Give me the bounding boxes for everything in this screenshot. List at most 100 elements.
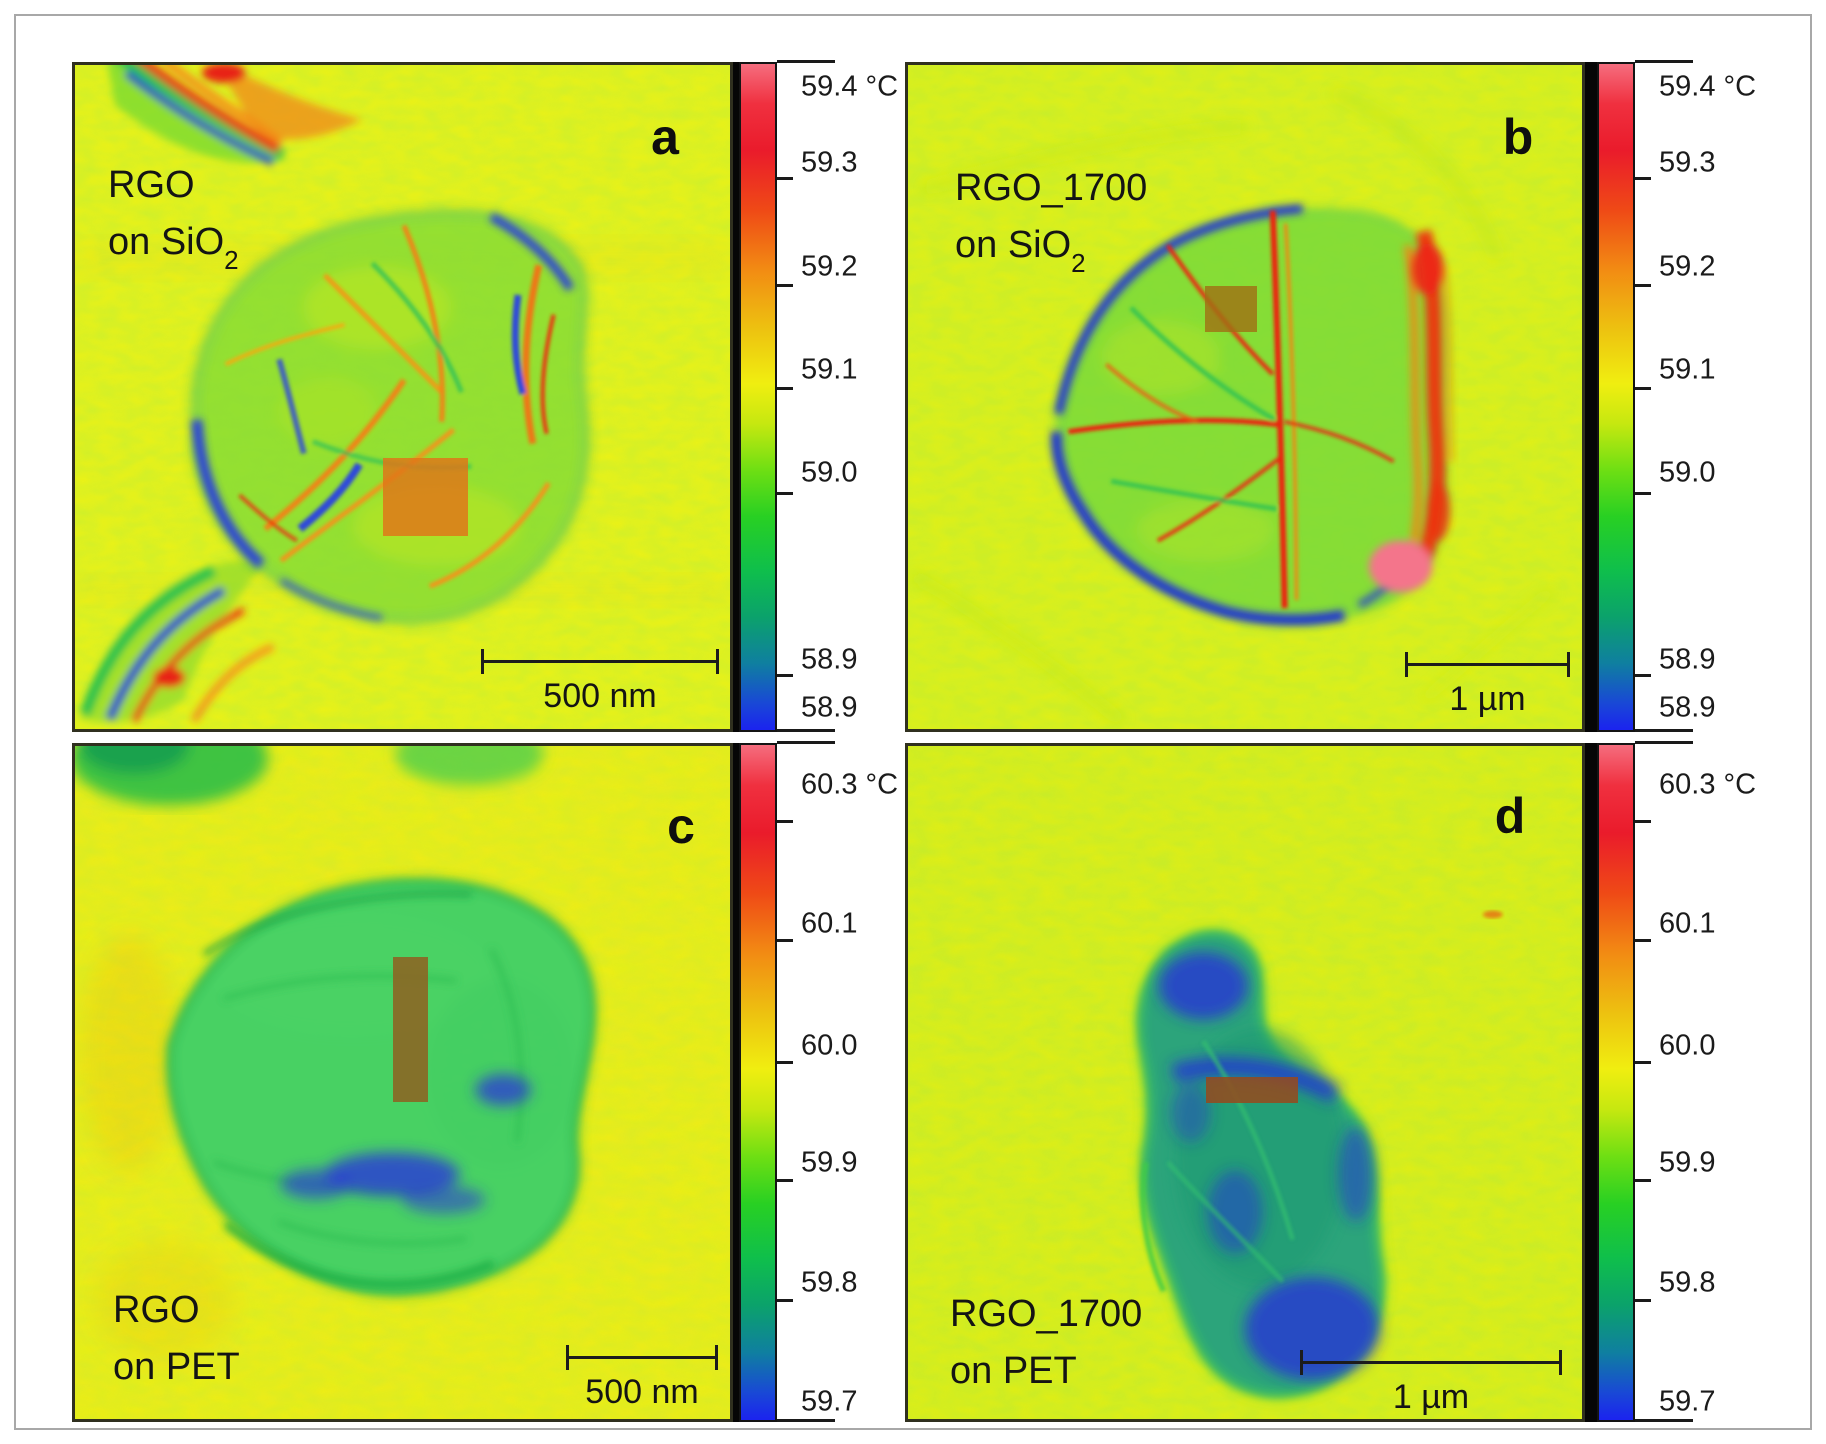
scale-bar-cap [1300, 1350, 1303, 1375]
colorbar-tick [1635, 1061, 1651, 1064]
colorbar-top-line [777, 741, 835, 744]
colorbar-top-line [1635, 741, 1693, 744]
colorbar-tick-label: 59.0 [1659, 456, 1716, 489]
colorbar-top-line [1635, 60, 1693, 63]
panel-c-colorbar [739, 743, 777, 1422]
colorbar-bottom-line [1635, 729, 1693, 732]
colorbar-tick-label: 58.9 [801, 691, 858, 724]
colorbar-tick-label: 59.0 [801, 456, 858, 489]
colorbar-tick-label: 59.8 [801, 1266, 858, 1299]
scale-bar-cap [481, 649, 484, 674]
colorbar-tick [777, 939, 793, 942]
panel-d-scale-bar-label: 1 µm [1392, 1378, 1470, 1416]
panel-d-letter: d [1494, 788, 1526, 844]
panel-d-measurement-marker [1206, 1077, 1298, 1103]
colorbar-tick-label: 60.3 °C [1659, 768, 1757, 801]
colorbar-tick [777, 674, 793, 677]
colorbar-tick [777, 1179, 793, 1182]
panel-d-scale-bar: 1 µm [1300, 1350, 1562, 1419]
colorbar-tick-label: 59.3 [1659, 146, 1716, 179]
colorbar-tick-label: 59.2 [801, 250, 858, 283]
panel-b-sample-name: RGO_1700 [955, 167, 1148, 209]
panel-b-sample-label: RGO_1700 on SiO2 [955, 160, 1148, 278]
panel-b-heatmap-art [908, 65, 1582, 729]
panel-a-colorbar-gap [733, 62, 739, 732]
panel-b-scale-bar-label: 1 µm [1449, 680, 1526, 718]
panel-c-thermal-map: RGO on PET c 500 nm [72, 743, 733, 1422]
panel-c-scale-bar: 500 nm [566, 1345, 718, 1415]
figure-frame [14, 14, 1812, 1430]
colorbar-tick [1635, 820, 1651, 823]
panel-a-measurement-marker [383, 458, 468, 536]
scale-bar-line [566, 1356, 718, 1359]
panel-d-colorbar [1597, 743, 1635, 1422]
colorbar-tick-label: 59.9 [1659, 1146, 1716, 1179]
colorbar-tick [777, 492, 793, 495]
colorbar-tick-label: 60.3 °C [801, 768, 899, 801]
panel-a-scale-bar-label: 500 nm [543, 677, 657, 715]
panel-a-sample-name: RGO [108, 164, 195, 206]
panel-d-sample-name: RGO_1700 [950, 1293, 1143, 1335]
colorbar-tick-label: 59.7 [801, 1385, 858, 1418]
panel-c-sample-name: RGO [113, 1289, 200, 1331]
colorbar-tick-label: 60.1 [1659, 907, 1716, 940]
colorbar-tick [1635, 939, 1651, 942]
panel-b-measurement-marker [1205, 286, 1257, 332]
scale-bar-line [481, 660, 719, 663]
scale-bar-line [1300, 1361, 1562, 1364]
panel-c-measurement-marker [393, 957, 428, 1102]
panel-a-sample-label: RGO on SiO2 [108, 157, 239, 275]
colorbar-tick-label: 59.4 °C [1659, 70, 1757, 103]
colorbar-tick [1635, 177, 1651, 180]
panel-b-substrate-sub: 2 [1071, 247, 1086, 278]
colorbar-tick-label: 59.1 [1659, 353, 1716, 386]
panel-b-scale-bar: 1 µm [1405, 652, 1570, 722]
scale-bar-cap [1405, 652, 1408, 677]
colorbar-tick-label: 59.4 °C [801, 70, 899, 103]
scale-bar-line [1405, 663, 1570, 666]
panel-b-thermal-map: RGO_1700 on SiO2 b 1 µm [905, 62, 1585, 732]
panel-a-thermal-map: RGO on SiO2 a 500 nm [72, 62, 733, 732]
colorbar-tick-label: 59.1 [801, 353, 858, 386]
colorbar-tick-label: 60.1 [801, 907, 858, 940]
panel-b-colorbar-gap [1585, 62, 1597, 732]
scale-bar-cap [1559, 1350, 1562, 1375]
colorbar-tick-label: 59.8 [1659, 1266, 1716, 1299]
panel-a-substrate-sub: 2 [224, 244, 239, 275]
colorbar-tick [1635, 1299, 1651, 1302]
colorbar-tick [1635, 1179, 1651, 1182]
colorbar-bottom-line [777, 1419, 835, 1422]
colorbar-bottom-line [1635, 1419, 1693, 1422]
colorbar-tick-label: 59.9 [801, 1146, 858, 1179]
colorbar-tick-label: 59.2 [1659, 250, 1716, 283]
scale-bar-cap [715, 1345, 718, 1370]
colorbar-tick-label: 59.3 [801, 146, 858, 179]
panel-a-scale-bar: 500 nm [481, 649, 719, 719]
colorbar-tick-label: 59.7 [1659, 1385, 1716, 1418]
panel-d-substrate: on PET [950, 1350, 1077, 1392]
colorbar-tick-label: 58.9 [1659, 643, 1716, 676]
panel-c-letter: c [667, 798, 695, 854]
colorbar-tick-label: 60.0 [801, 1029, 858, 1062]
colorbar-tick-label: 60.0 [1659, 1029, 1716, 1062]
panel-c-sample-label: RGO on PET [113, 1282, 240, 1399]
colorbar-tick [1635, 284, 1651, 287]
colorbar-tick [1635, 492, 1651, 495]
colorbar-tick [777, 284, 793, 287]
panel-c-scale-bar-label: 500 nm [585, 1373, 699, 1411]
panel-d-thermal-map: RGO_1700 on PET d 1 µm [905, 743, 1585, 1422]
colorbar-tick-label: 58.9 [801, 643, 858, 676]
panel-a-colorbar [739, 62, 777, 732]
colorbar-tick [1635, 674, 1651, 677]
panel-c-substrate: on PET [113, 1346, 240, 1388]
colorbar-tick [777, 387, 793, 390]
colorbar-top-line [777, 60, 835, 63]
colorbar-tick-label: 58.9 [1659, 691, 1716, 724]
panel-b-substrate: on SiO [955, 224, 1072, 266]
colorbar-bottom-line [777, 729, 835, 732]
scale-bar-cap [566, 1345, 569, 1370]
scale-bar-cap [716, 649, 719, 674]
panel-a-substrate: on SiO [108, 221, 225, 263]
panel-b-letter: b [1502, 109, 1534, 165]
